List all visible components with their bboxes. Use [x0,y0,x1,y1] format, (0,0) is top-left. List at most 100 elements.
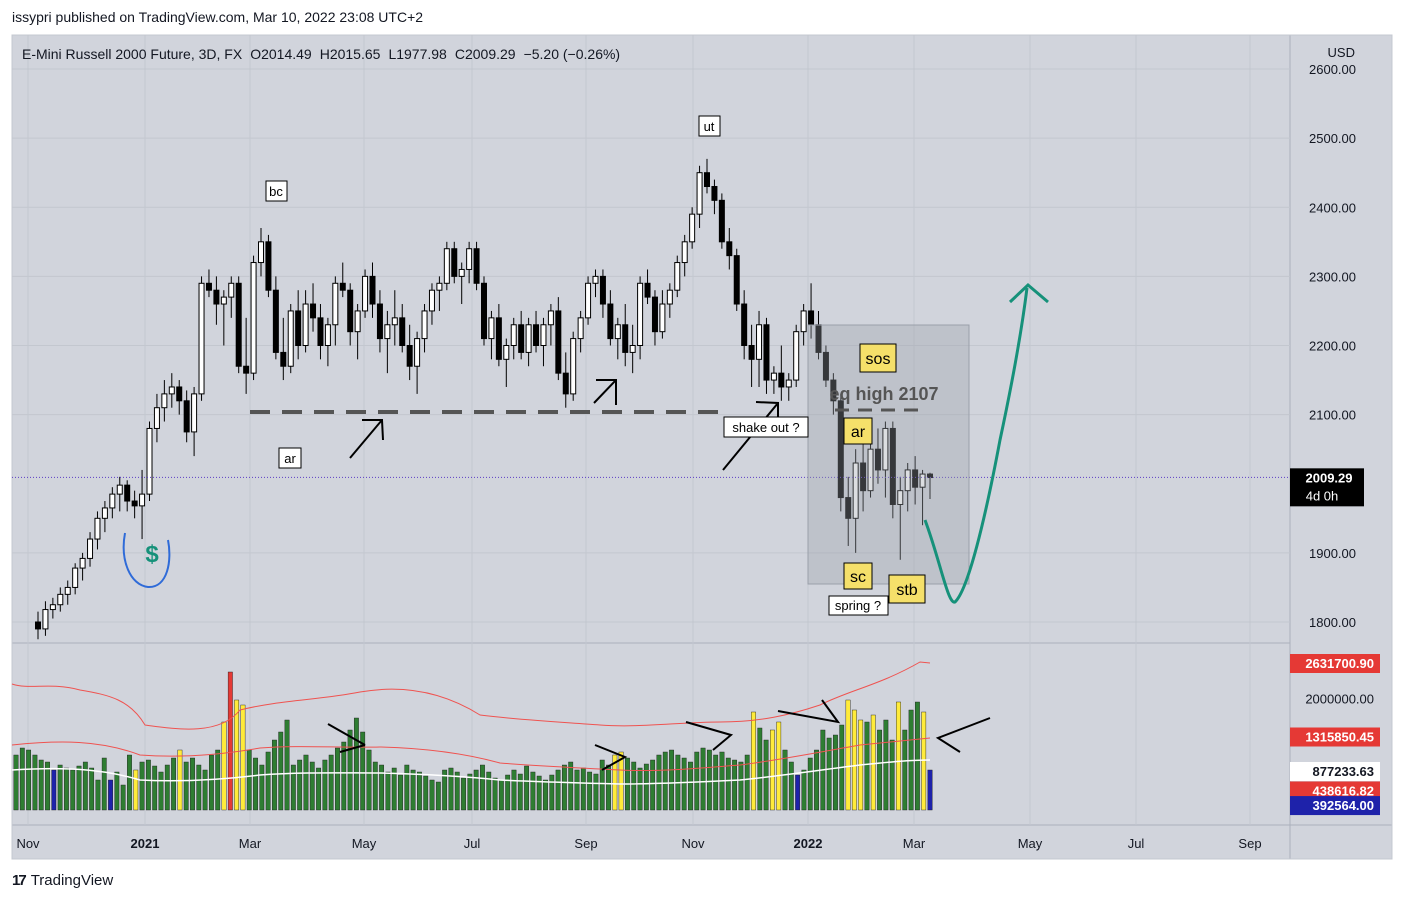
last-price-label: 2009.29 4d 0h [1290,468,1364,507]
label-bc: bc [265,180,288,202]
candle-body [845,497,852,519]
candle-body [205,282,212,291]
volume-bar [486,771,492,811]
volume-bar [297,759,303,811]
volume-bar [864,721,870,811]
volume-bar [108,779,113,811]
volume-bar [833,734,838,811]
volume-bar [688,761,693,811]
volume-bar [694,751,700,811]
volume-bar [435,781,441,811]
candle-body [874,448,881,471]
candle-body [607,303,614,340]
svg-text:ut: ut [704,119,715,134]
volume-bar [209,754,214,811]
volume-arrow-nov-icon [685,721,734,751]
candle-body [399,317,406,347]
candle-body [555,310,562,374]
volume-bar [782,749,788,811]
candle-body [882,427,889,471]
volume-label-box [1290,796,1380,816]
candle-body [428,289,435,312]
volume-bar [70,769,76,811]
volume-bar [795,774,801,811]
volume-bar [429,779,435,811]
candle-body [362,275,369,312]
candle-body [919,473,926,488]
candle-body [443,248,450,284]
candle-body [525,324,532,353]
volume-bar [574,769,580,811]
volume-bar [530,771,536,811]
chart-title: E-Mini Russell 2000 Future, 3D, FX O2014.… [22,46,620,62]
volume-bar [776,721,782,811]
volume-bar [568,761,574,811]
volume-label: 877233.63 [1313,764,1374,779]
candle-body [718,199,725,243]
candle-body [748,345,755,360]
x-tick-label: May [1018,836,1043,851]
svg-text:ar: ar [284,451,296,466]
label-ar-range: ar [843,417,873,445]
candle-body [302,303,309,346]
volume-bar [877,729,882,811]
volume-bar [618,751,624,811]
price-axis[interactable]: 2600.00 2500.00 2400.00 2300.00 2200.00 2100.… [1309,62,1356,630]
volume-label-box [1290,781,1380,801]
volume-bar [757,727,763,811]
volume-bar [801,769,807,811]
candle-body [592,275,599,284]
volume-bar [221,721,227,811]
candle-body [696,172,703,215]
candle-body [191,393,198,433]
volume-bar [265,751,271,811]
candle-body [733,255,740,305]
time-axis[interactable]: Nov 2021 Mar May Jul Sep Nov 2022 Mar May Jul Sep [16,836,1261,851]
candle-body [540,324,547,347]
candle-body [897,490,904,505]
candle-body [451,248,458,277]
middle-band [11,737,931,772]
candle-body [124,484,131,502]
volume-bar [385,771,391,811]
x-tick-label: 2022 [794,836,823,851]
volume-bar [335,747,340,811]
candle-body [324,324,331,347]
volume-bar [145,759,151,811]
candle-series [35,158,933,640]
candle-body [94,517,101,540]
volume-bar [164,764,170,811]
candle-body [131,500,138,507]
candle-body [354,310,361,333]
volume-arrow-sep-icon [594,744,628,771]
volume-bar [290,764,296,811]
volume-bar [410,769,416,811]
candle-body [681,241,688,264]
volume-bar [38,759,44,811]
volume-bar [845,699,851,811]
volume-label-box [1290,727,1380,747]
volume-bar [593,773,599,811]
volume-bar [360,731,366,811]
candle-body [666,289,673,305]
volume-label-box [1290,762,1380,781]
candle-body [473,248,480,284]
candle-body [213,289,220,305]
price-axis-background [1290,35,1392,825]
volume-bar [284,719,290,811]
candle-body [533,324,540,347]
candle-body [577,317,584,340]
volume-bar [171,757,176,811]
candle-body [778,372,785,388]
arrow-sep-icon [593,379,617,405]
volume-label: 392564.00 [1313,798,1374,813]
tradingview-brand[interactable]: 17 TradingView [12,872,114,889]
candle-body [243,365,250,374]
volume-bar [13,754,19,811]
volume-bar [127,754,132,811]
tradingview-logo-icon: 17 [12,872,27,889]
candle-body [87,538,94,559]
candle-body [599,275,606,305]
volume-bar [417,771,422,811]
